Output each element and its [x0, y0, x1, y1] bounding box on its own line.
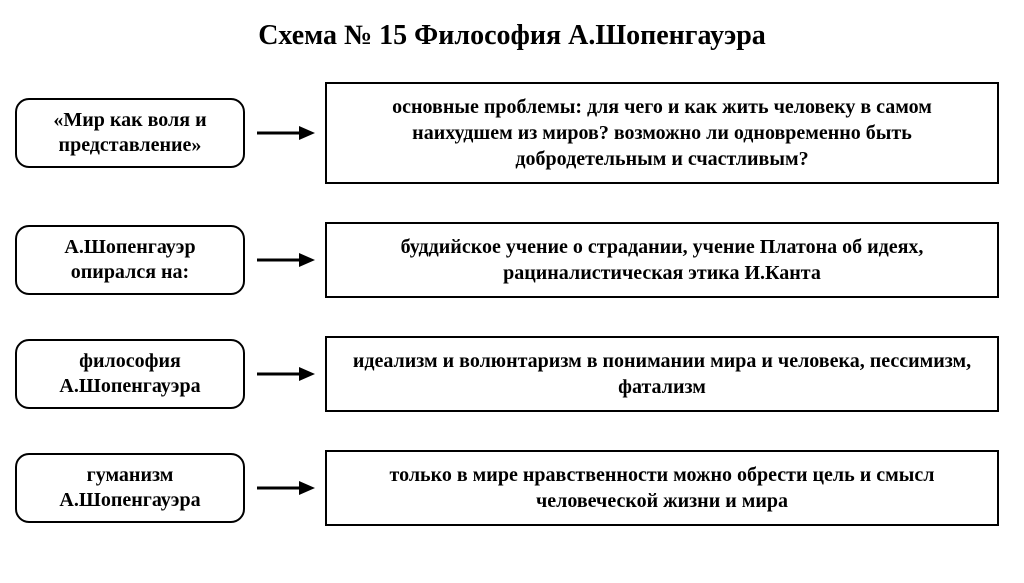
left-box-1: «Мир как воля и представление»	[15, 98, 245, 168]
diagram-rows: «Мир как воля и представление» основные …	[15, 82, 1009, 526]
diagram-title: Схема № 15 Философия А.Шопенгауэра	[15, 20, 1009, 52]
diagram-row: А.Шопенгауэр опирался на: буддийское уче…	[15, 222, 1009, 298]
left-box-2: А.Шопенгауэр опирался на:	[15, 225, 245, 295]
arrow-icon	[245, 123, 325, 143]
diagram-row: философия А.Шопенгауэра идеализм и волюн…	[15, 336, 1009, 412]
diagram-row: «Мир как воля и представление» основные …	[15, 82, 1009, 184]
right-box-3: идеализм и волюнтаризм в понимании мира …	[325, 336, 999, 412]
diagram-row: гуманизм А.Шопенгауэра только в мире нра…	[15, 450, 1009, 526]
arrow-icon	[245, 364, 325, 384]
left-box-4: гуманизм А.Шопенгауэра	[15, 453, 245, 523]
arrow-icon	[245, 478, 325, 498]
right-box-4: только в мире нравственности можно обрес…	[325, 450, 999, 526]
right-box-2: буддийское учение о страдании, учение Пл…	[325, 222, 999, 298]
right-box-1: основные проблемы: для чего и как жить ч…	[325, 82, 999, 184]
left-box-3: философия А.Шопенгауэра	[15, 339, 245, 409]
arrow-icon	[245, 250, 325, 270]
